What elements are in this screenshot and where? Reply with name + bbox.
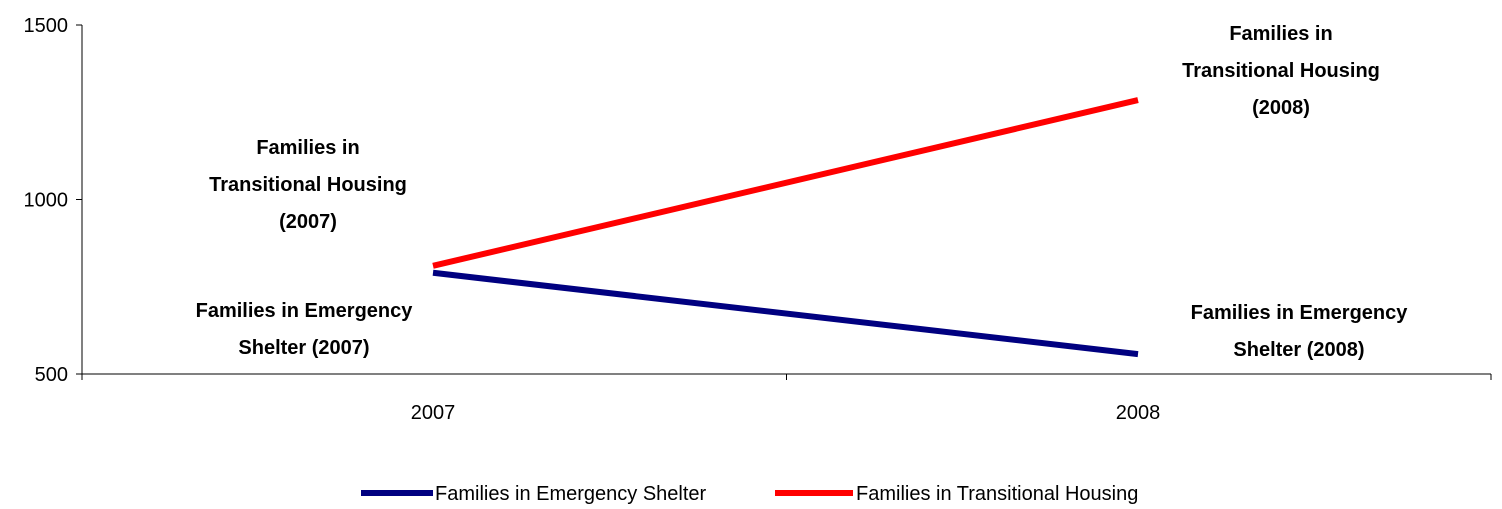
legend-label: Families in Emergency Shelter [435,483,707,505]
legend-label: Families in Transitional Housing [856,483,1138,505]
y-tick-label: 1000 [24,190,69,212]
x-tick-label: 2007 [411,402,456,424]
y-tick-label: 500 [35,364,68,386]
legend-item: Families in Transitional Housing [775,483,1138,505]
data-annotation: Families in Emergency Shelter (2008) [1191,302,1409,361]
series-line [432,97,1139,269]
annotation-line: Shelter (2008) [1233,339,1364,361]
axes: 500 1000 1500 2007 2008 [24,15,1492,424]
series-lines [432,97,1139,358]
annotation-line: Families in [1229,23,1332,45]
annotation-line: Families in Emergency [196,300,414,322]
x-tick-label: 2008 [1116,402,1161,424]
data-annotation: Families in Transitional Housing (2008) [1182,23,1380,119]
y-tick-label: 1500 [24,15,69,37]
annotation-line: Families in [256,137,359,159]
annotation-line: (2008) [1252,97,1310,119]
data-annotation: Families in Transitional Housing (2007) [209,137,407,233]
annotation-line: Transitional Housing [209,174,407,196]
annotation-line: Families in Emergency [1191,302,1409,324]
annotation-line: Transitional Housing [1182,60,1380,82]
series-line [432,269,1139,358]
legend: Families in Emergency Shelter Families in… [361,483,1138,505]
legend-item: Families in Emergency Shelter [361,483,707,505]
annotation-line: Shelter (2007) [238,337,369,359]
data-annotation: Families in Emergency Shelter (2007) [196,300,414,359]
annotation-line: (2007) [279,211,337,233]
